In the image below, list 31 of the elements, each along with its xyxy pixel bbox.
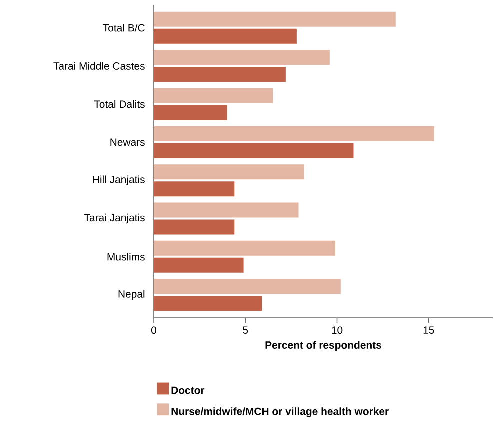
bar: [154, 50, 330, 66]
y-tick-label: Muslims: [108, 253, 145, 261]
x-tick-label: 10: [332, 326, 343, 334]
legend-label: Doctor: [172, 386, 205, 394]
y-tick-label: Tarai Janjatis: [84, 214, 145, 224]
x-tick-label: 0: [151, 326, 156, 334]
y-tick-label: Total Dalits: [94, 100, 145, 108]
y-tick-label: Tarai Middle Castes: [54, 62, 145, 70]
bar: [154, 258, 244, 273]
bar: [154, 88, 274, 104]
bar: [154, 296, 262, 312]
bar: [154, 105, 228, 120]
bar: [154, 143, 354, 158]
y-tick-label: Hill Janjatis: [93, 176, 145, 186]
bar: [154, 182, 235, 197]
x-axis-title: Percent of respondents: [266, 341, 382, 352]
bar: [154, 279, 341, 294]
bar: [154, 126, 434, 142]
x-tick-label: 5: [243, 326, 248, 334]
y-tick-label: Nepal: [118, 290, 145, 300]
y-tick-label: Total B/C: [103, 24, 145, 32]
bar: [154, 202, 299, 218]
bar: [154, 12, 396, 27]
bar: [154, 28, 297, 44]
bar: [154, 67, 286, 82]
x-tick-label: 15: [424, 326, 434, 334]
bar: [154, 164, 304, 180]
bar: [154, 220, 235, 235]
y-tick-label: Newars: [110, 138, 145, 146]
legend-label: Nurse/midwife/MCH or village health worker: [172, 408, 389, 418]
bar: [154, 240, 336, 256]
